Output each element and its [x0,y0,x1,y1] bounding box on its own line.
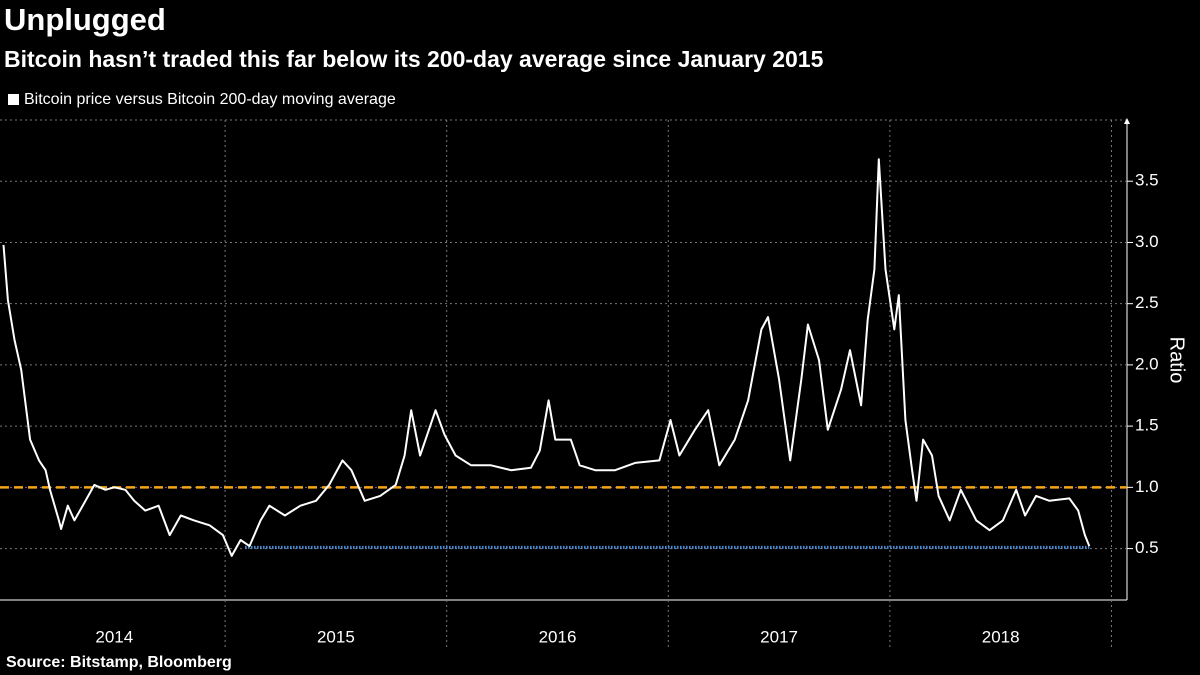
x-tick-label: 2018 [982,627,1020,646]
y-tick-label: 2.5 [1135,293,1159,312]
x-tick-label: 2017 [760,627,798,646]
legend-label: Bitcoin price versus Bitcoin 200-day mov… [24,91,396,108]
y-axis-arrow [1124,118,1130,124]
y-tick-label: 0.5 [1135,538,1159,557]
y-tick-label: 2.0 [1135,354,1159,373]
data-line [2,158,1091,557]
y-tick-label: 1.5 [1135,416,1159,435]
y-tick-label: 3.5 [1135,171,1159,190]
chart-subtitle: Bitcoin hasn’t traded this far below its… [4,46,824,72]
y-axis-title: Ratio [1166,337,1188,384]
y-tick-label: 3.0 [1135,232,1159,251]
legend-swatch [8,94,19,105]
x-tick-label: 2014 [95,627,133,646]
chart-title: Unplugged [4,2,166,37]
x-tick-label: 2016 [539,627,577,646]
y-tick-label: 1.0 [1135,477,1159,496]
x-tick-label: 2015 [317,627,355,646]
source: Source: Bitstamp, Bloomberg [6,654,232,671]
